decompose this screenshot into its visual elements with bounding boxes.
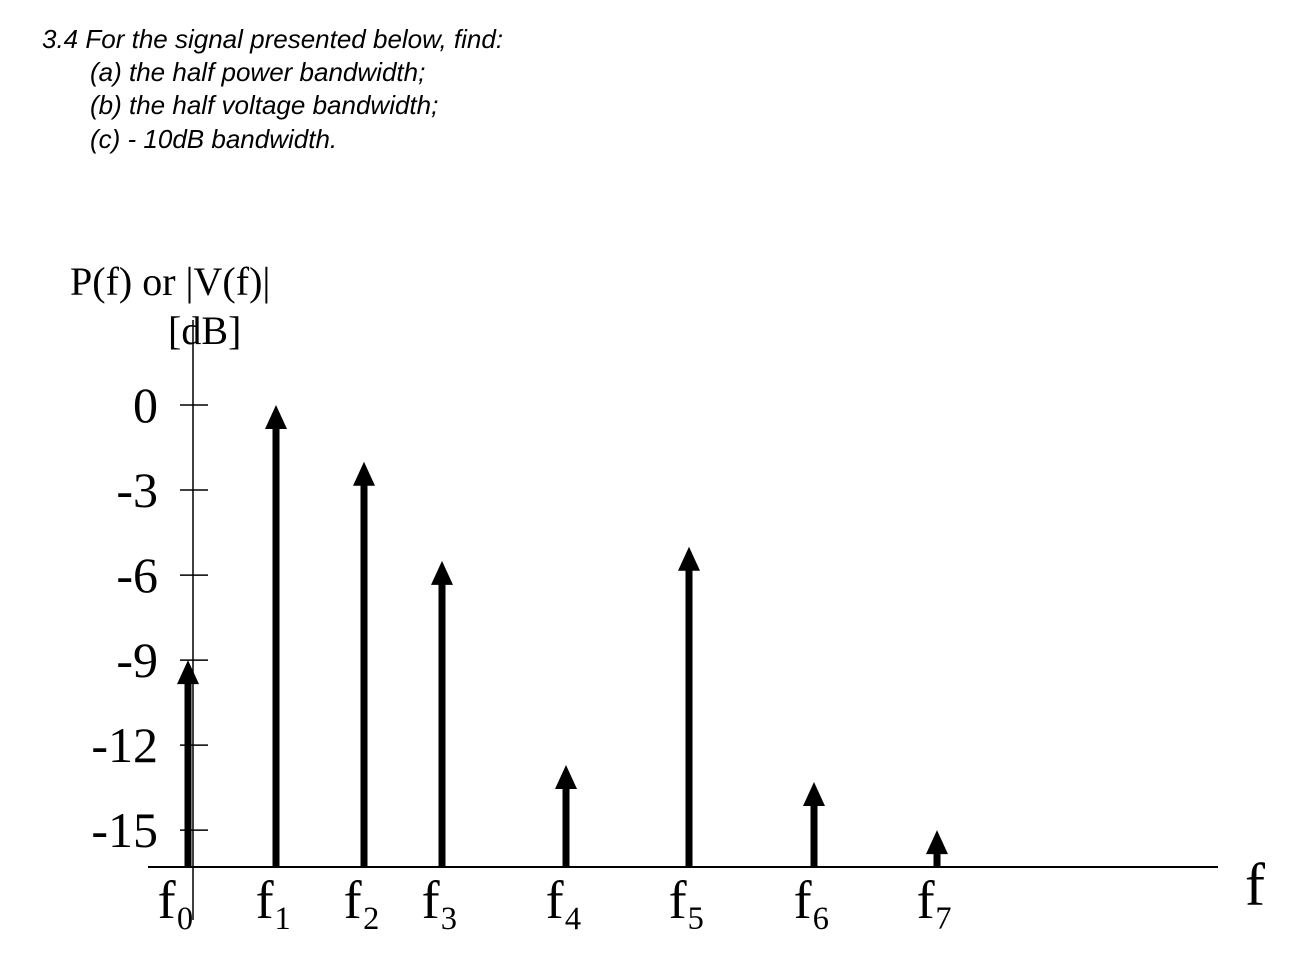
arrow-head: [353, 461, 375, 486]
arrow-head: [678, 546, 700, 571]
y-tick-label: -3: [116, 462, 158, 518]
stem-arrow: [555, 764, 577, 867]
x-tick-label: f₃: [422, 870, 459, 930]
y-axis-unit: [dB]: [168, 308, 241, 353]
x-axis-label: f: [1245, 852, 1265, 918]
x-tick-label: f₁: [256, 870, 293, 930]
problem-item: (c) - 10dB bandwidth.: [90, 124, 337, 154]
stem-arrow: [678, 546, 700, 867]
problem-item: (b) the half voltage bandwidth;: [90, 90, 438, 120]
y-tick-label: 0: [133, 377, 158, 433]
arrow-head: [177, 660, 199, 685]
y-tick-label: -15: [91, 802, 158, 858]
y-tick-label: -9: [116, 632, 158, 688]
problem-title: 3.4 For the signal presented below, find…: [42, 24, 503, 54]
x-tick-label: f₀: [158, 870, 195, 930]
arrow-head: [555, 764, 577, 789]
x-tick-label: f₅: [669, 870, 706, 930]
stem-arrow: [431, 560, 453, 867]
stem-arrow: [353, 461, 375, 867]
x-tick-label: f₇: [917, 870, 954, 930]
arrow-head: [803, 781, 825, 806]
x-tick-label: f₄: [546, 870, 583, 930]
stem-arrow: [177, 660, 199, 867]
y-axis-label: P(f) or |V(f)|: [70, 259, 270, 304]
problem-item: (a) the half power bandwidth;: [90, 57, 425, 87]
arrow-head: [431, 560, 453, 585]
y-tick-label: -6: [116, 547, 158, 603]
x-tick-label: f₆: [794, 870, 831, 930]
arrow-head: [926, 830, 948, 855]
stem-arrow: [926, 830, 948, 867]
x-tick-label: f₂: [344, 870, 381, 930]
arrow-head: [265, 405, 287, 430]
stem-arrow: [803, 781, 825, 867]
stem-arrow: [265, 405, 287, 867]
y-tick-label: -12: [91, 717, 158, 773]
